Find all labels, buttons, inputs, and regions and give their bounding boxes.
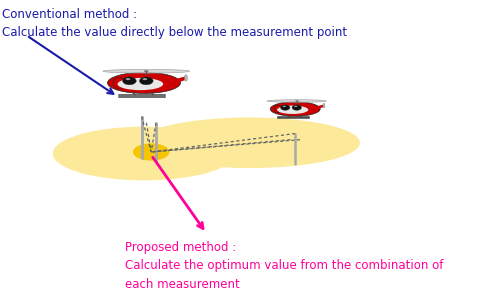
Text: Conventional method :: Conventional method : <box>2 8 138 21</box>
Ellipse shape <box>53 126 235 181</box>
Ellipse shape <box>108 72 180 93</box>
Ellipse shape <box>283 106 286 107</box>
Ellipse shape <box>277 106 308 114</box>
Ellipse shape <box>139 77 153 85</box>
Polygon shape <box>167 76 187 85</box>
Text: Calculate the optimum value from the combination of: Calculate the optimum value from the com… <box>125 259 443 272</box>
Text: Calculate the value directly below the measurement point: Calculate the value directly below the m… <box>2 26 348 39</box>
Ellipse shape <box>323 103 325 108</box>
Ellipse shape <box>122 77 136 85</box>
Polygon shape <box>311 105 325 110</box>
Ellipse shape <box>270 102 320 116</box>
Ellipse shape <box>118 78 163 90</box>
Text: Proposed method :: Proposed method : <box>125 241 236 254</box>
Ellipse shape <box>113 77 125 88</box>
Ellipse shape <box>295 100 298 102</box>
Ellipse shape <box>292 105 301 110</box>
Ellipse shape <box>274 105 282 113</box>
Ellipse shape <box>280 105 290 110</box>
Ellipse shape <box>143 78 147 80</box>
Text: each measurement: each measurement <box>125 278 240 291</box>
Ellipse shape <box>139 117 360 168</box>
Ellipse shape <box>267 100 326 102</box>
Ellipse shape <box>294 106 298 107</box>
Ellipse shape <box>126 78 130 80</box>
Ellipse shape <box>185 75 187 81</box>
Ellipse shape <box>103 69 190 73</box>
Ellipse shape <box>133 143 169 161</box>
Ellipse shape <box>144 70 148 72</box>
